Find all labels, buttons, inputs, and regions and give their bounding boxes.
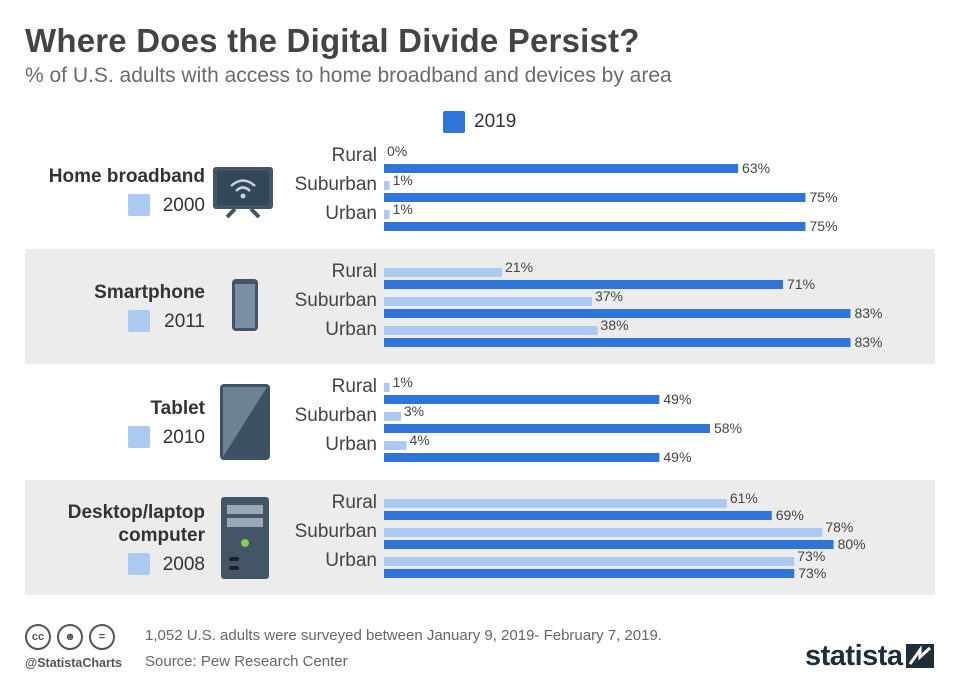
bar-baseline <box>384 181 390 190</box>
legend-swatch-2019 <box>443 111 465 133</box>
group-label: Tablet <box>150 398 205 419</box>
bar-baseline <box>384 557 795 566</box>
data-label-current: 83% <box>854 305 882 321</box>
source-text: Source: Pew Research Center <box>145 653 348 670</box>
bar-baseline <box>384 326 598 335</box>
baseline-swatch <box>128 553 150 575</box>
baseline-year-label: 2011 <box>164 311 205 332</box>
brand-mark-icon <box>906 644 934 668</box>
bar-baseline <box>384 441 407 450</box>
data-label-baseline: 37% <box>595 288 623 304</box>
data-label-baseline: 38% <box>601 317 629 333</box>
bar-current <box>384 338 851 347</box>
social-handle: @StatistaCharts <box>25 656 122 670</box>
area-label: Suburban <box>295 405 377 426</box>
no-derivatives-icon: = <box>89 624 115 650</box>
bar-current <box>384 424 710 433</box>
data-label-baseline: 21% <box>505 259 533 275</box>
bar-current <box>384 164 739 173</box>
baseline-swatch <box>128 194 150 216</box>
smartphone-icon <box>232 279 258 331</box>
attribution-icon: ☻ <box>57 624 83 650</box>
area-label: Urban <box>325 434 377 455</box>
bar-baseline <box>384 499 727 508</box>
group-label: computer <box>118 525 205 546</box>
bar-current <box>384 280 784 289</box>
baseline-swatch <box>128 426 150 448</box>
data-label-current: 49% <box>663 449 691 465</box>
group-label: Desktop/laptop <box>68 502 205 523</box>
survey-note: 1,052 U.S. adults were surveyed between … <box>145 627 662 644</box>
data-label-baseline: 1% <box>393 201 413 217</box>
data-label-baseline: 4% <box>409 432 429 448</box>
area-label: Suburban <box>295 174 377 195</box>
license-icons: cc ☻ = <box>25 624 115 650</box>
baseline-swatch <box>128 310 150 332</box>
bar-current <box>384 395 660 404</box>
data-label-current: 75% <box>810 218 838 234</box>
baseline-year-label: 2010 <box>163 427 205 448</box>
data-label-current: 69% <box>776 507 804 523</box>
area-label: Urban <box>325 203 377 224</box>
bar-baseline <box>384 528 823 537</box>
chart-subtitle: % of U.S. adults with access to home bro… <box>25 64 672 87</box>
area-label: Rural <box>332 376 377 397</box>
bar-current <box>384 193 806 202</box>
data-label-current: 71% <box>787 276 815 292</box>
chart-title: Where Does the Digital Divide Persist? <box>25 22 640 59</box>
desktop-tower-icon <box>221 497 269 579</box>
bar-current <box>384 569 795 578</box>
data-label-current: 49% <box>663 391 691 407</box>
bar-baseline <box>384 297 592 306</box>
data-label-baseline: 0% <box>387 143 407 159</box>
legend-label-2019: 2019 <box>474 111 517 132</box>
bar-baseline <box>384 268 503 277</box>
data-label-baseline: 1% <box>393 172 413 188</box>
bar-current <box>384 453 660 462</box>
tv-wifi-icon <box>213 167 273 219</box>
data-label-baseline: 61% <box>730 490 758 506</box>
brand-logo: statista <box>805 640 903 672</box>
area-label: Urban <box>325 550 377 571</box>
group-label: Home broadband <box>49 166 205 187</box>
bar-current <box>384 540 834 549</box>
data-label-current: 58% <box>714 420 742 436</box>
area-label: Urban <box>325 319 377 340</box>
data-label-current: 75% <box>810 189 838 205</box>
data-label-current: 63% <box>742 160 770 176</box>
cc-icon: cc <box>25 624 51 650</box>
baseline-year-label: 2008 <box>163 554 205 575</box>
bar-baseline <box>384 383 390 392</box>
bar-current <box>384 222 806 231</box>
data-label-current: 83% <box>854 334 882 350</box>
group-label: Smartphone <box>94 282 205 303</box>
bar-baseline <box>384 210 390 219</box>
data-label-baseline: 3% <box>404 403 424 419</box>
area-label: Rural <box>332 492 377 513</box>
data-label-baseline: 73% <box>797 548 825 564</box>
area-label: Rural <box>332 261 377 282</box>
bar-baseline <box>384 152 385 161</box>
data-label-current: 73% <box>798 565 826 581</box>
area-label: Suburban <box>295 290 377 311</box>
bar-current <box>384 309 851 318</box>
bar-baseline <box>384 412 401 421</box>
area-label: Rural <box>332 145 377 166</box>
data-label-baseline: 1% <box>393 374 413 390</box>
tablet-icon <box>220 384 270 460</box>
data-label-current: 80% <box>838 536 866 552</box>
area-label: Suburban <box>295 521 377 542</box>
data-label-baseline: 78% <box>825 519 853 535</box>
baseline-year-label: 2000 <box>163 195 205 216</box>
bar-current <box>384 511 772 520</box>
legend: 2019 <box>443 111 516 133</box>
